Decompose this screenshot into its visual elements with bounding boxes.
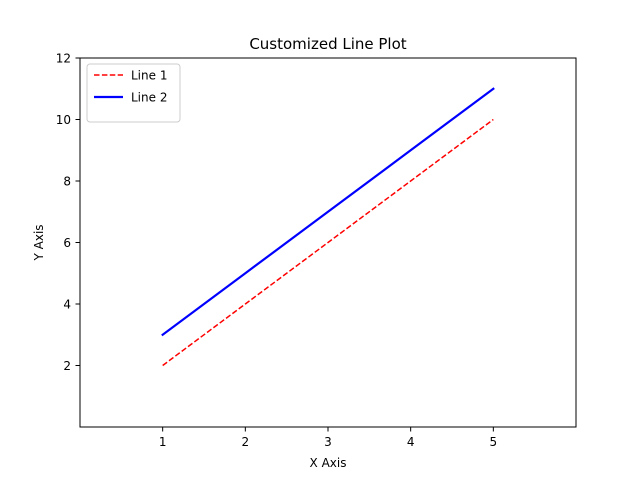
y-tick-label: 2 bbox=[63, 359, 71, 373]
y-tick-label: 8 bbox=[63, 175, 71, 189]
x-axis-label: X Axis bbox=[310, 456, 347, 470]
x-tick-label: 3 bbox=[324, 435, 332, 449]
y-tick-label: 12 bbox=[56, 52, 71, 66]
x-tick-label: 1 bbox=[159, 435, 167, 449]
y-tick-label: 10 bbox=[56, 113, 71, 127]
y-axis-ticks: 2 4 6 8 10 12 bbox=[56, 52, 80, 373]
x-tick-label: 4 bbox=[407, 435, 415, 449]
legend-label-2: Line 2 bbox=[131, 91, 167, 105]
legend-box bbox=[86, 63, 181, 123]
legend: Line 1 Line 2 bbox=[86, 63, 181, 123]
x-axis-ticks: 1 2 3 4 5 bbox=[159, 427, 497, 449]
y-axis-label: Y Axis bbox=[32, 224, 46, 261]
y-tick-label: 6 bbox=[63, 236, 71, 250]
series-layer bbox=[161, 87, 495, 367]
y-tick-label: 4 bbox=[63, 298, 71, 312]
x-tick-label: 2 bbox=[242, 435, 250, 449]
chart-title: Customized Line Plot bbox=[249, 35, 406, 53]
series-line-2 bbox=[161, 87, 495, 337]
legend-label-1: Line 1 bbox=[131, 69, 167, 83]
x-tick-label: 5 bbox=[490, 435, 498, 449]
series-line-1 bbox=[162, 118, 494, 367]
